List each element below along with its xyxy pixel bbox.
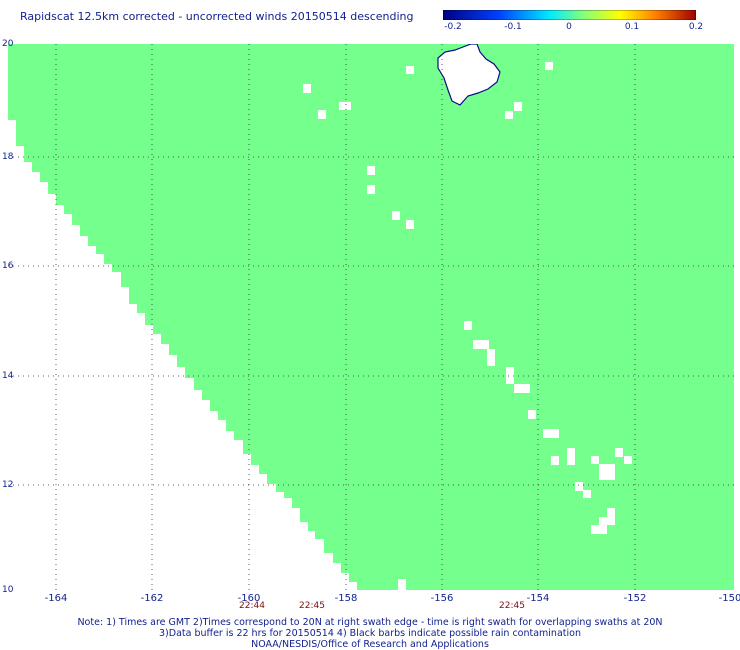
lon-tick-label: -156 (430, 593, 454, 604)
lat-tick-label: 12 (2, 480, 14, 490)
map-grid (8, 44, 734, 590)
lon-tick-label: -160 (237, 593, 261, 604)
colorbar-tick-label: 0.1 (624, 22, 640, 32)
swath-time-label: 22:45 (499, 601, 525, 611)
lat-tick-label: 20 (2, 39, 14, 49)
lat-tick-label: 14 (2, 371, 14, 381)
colorbar-tick-label: 0.2 (688, 22, 704, 32)
map-plot (8, 44, 734, 590)
footnote-line-2: 3)Data buffer is 22 hrs for 20150514 4) … (159, 628, 581, 639)
lon-tick-label: -154 (526, 593, 550, 604)
colorbar-tick-label: -0.1 (504, 22, 522, 32)
swath-time-label: 22:44 (239, 601, 265, 611)
hawaii-coastline (437, 44, 501, 106)
lon-tick-label: -152 (623, 593, 647, 604)
lon-tick-label: -164 (44, 593, 68, 604)
lon-tick-label: -150 (718, 593, 740, 604)
colorbar-tick-label: -0.2 (444, 22, 462, 32)
colorbar-tick-label: 0 (566, 22, 572, 32)
lat-tick-label: 10 (2, 585, 14, 595)
swath-region (8, 44, 734, 590)
colorbar (443, 10, 696, 20)
missing-data-cells (303, 62, 632, 590)
swath-time-label: 22:45 (299, 601, 325, 611)
footnote-credit: NOAA/NESDIS/Office of Research and Appli… (251, 639, 489, 650)
footnote-line-1: Note: 1) Times are GMT 2)Times correspon… (77, 617, 663, 628)
lat-tick-label: 16 (2, 261, 14, 271)
lat-tick-label: 18 (2, 152, 14, 162)
map-title: Rapidscat 12.5km corrected - uncorrected… (20, 10, 414, 23)
swath-region (8, 44, 734, 336)
lon-tick-label: -162 (140, 593, 164, 604)
lon-tick-label: -158 (334, 593, 358, 604)
